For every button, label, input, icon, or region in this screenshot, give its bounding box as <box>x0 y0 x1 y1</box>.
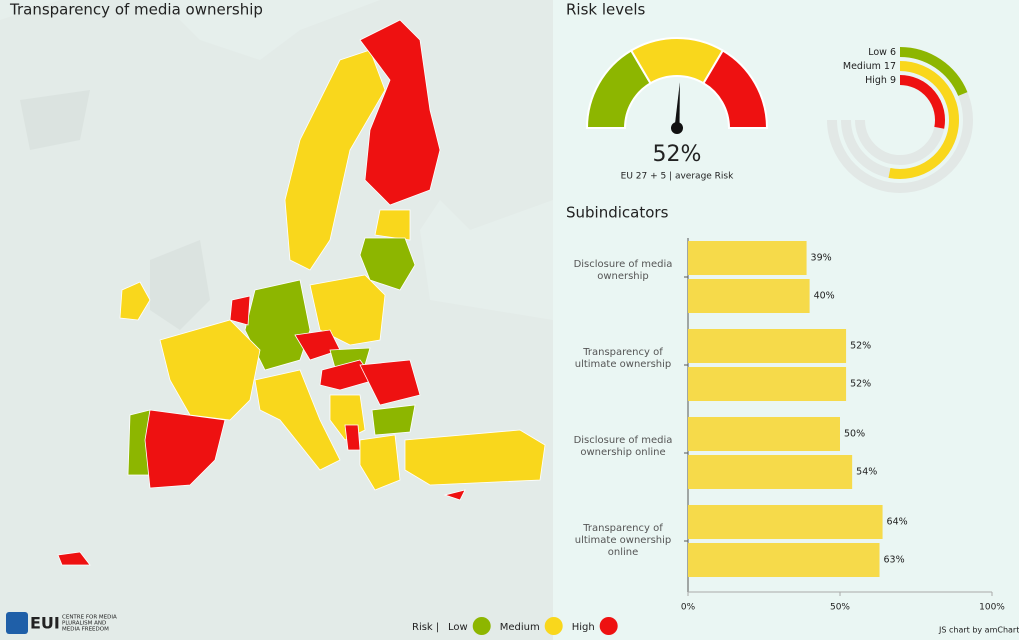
logo-text: PLURALISM AND <box>62 621 106 627</box>
gauge-title: Risk levels <box>566 1 646 19</box>
bar <box>688 279 810 313</box>
map <box>20 19 546 566</box>
logo-text: CENTRE FOR MEDIA <box>62 615 117 621</box>
legend-swatch <box>599 617 618 635</box>
value-label: 52% <box>850 379 871 390</box>
radial-category: Medium <box>843 61 881 72</box>
x-tick-label: 0% <box>681 603 696 613</box>
x-tick-label: 50% <box>830 603 850 613</box>
y-tick-label: Disclosure of media ownership <box>573 259 673 282</box>
logo: EUI <box>30 614 60 633</box>
legend-title: Risk <box>412 622 433 633</box>
bar-title: Subindicators <box>566 204 669 222</box>
y-tick-label: Disclosure of media ownership online <box>573 435 673 458</box>
gauge-value: 52% <box>653 142 702 167</box>
gauge-needle <box>674 82 680 129</box>
x-tick-label: 100% <box>979 603 1005 613</box>
value-label: 52% <box>850 341 871 352</box>
legend-separator: | <box>436 622 439 633</box>
gauge-hub <box>671 122 683 134</box>
bar <box>688 543 880 577</box>
value-label: 54% <box>856 467 877 478</box>
bar <box>688 455 853 489</box>
radial-label: Medium 17 <box>843 61 896 72</box>
bar <box>688 241 807 275</box>
value-label: 50% <box>844 429 865 440</box>
value-label: 63% <box>884 555 905 566</box>
legend-swatch <box>544 617 563 635</box>
legend-swatch <box>472 617 491 635</box>
bar <box>688 417 840 451</box>
gauge-band <box>702 49 769 129</box>
credit: JS chart by amCharts <box>938 626 1019 635</box>
radial-value: 17 <box>884 61 896 72</box>
value-label: 64% <box>887 517 908 528</box>
bar <box>688 505 883 539</box>
y-tick-label: Transparency of ultimate ownership <box>574 347 672 370</box>
gauge-subtitle: EU 27 + 5 | average Risk <box>621 172 734 182</box>
value-label: 39% <box>811 253 832 264</box>
radial-bar <box>899 47 968 97</box>
radial-value: 6 <box>890 47 896 58</box>
bar <box>688 329 847 363</box>
bar <box>688 367 847 401</box>
logo-mark <box>6 612 28 634</box>
radial-label: High 9 <box>865 75 896 86</box>
radial-value: 9 <box>890 75 896 86</box>
logo-text: MEDIA FREEDOM <box>62 627 109 633</box>
value-label: 40% <box>814 291 835 302</box>
radial-bar <box>899 75 945 129</box>
y-tick-label: Transparency of ultimate ownership onlin… <box>574 523 672 558</box>
radial-category: High <box>865 75 887 86</box>
legend-label: Medium <box>500 622 540 633</box>
legend: Risk | <box>412 622 439 633</box>
radial-label: Low 6 <box>868 47 896 58</box>
radial-bar <box>888 61 959 179</box>
radial-category: Low <box>868 47 887 58</box>
map-title: Transparency of media ownership <box>9 1 263 19</box>
legend-label: Low <box>448 622 468 633</box>
legend-label: High <box>572 622 595 633</box>
